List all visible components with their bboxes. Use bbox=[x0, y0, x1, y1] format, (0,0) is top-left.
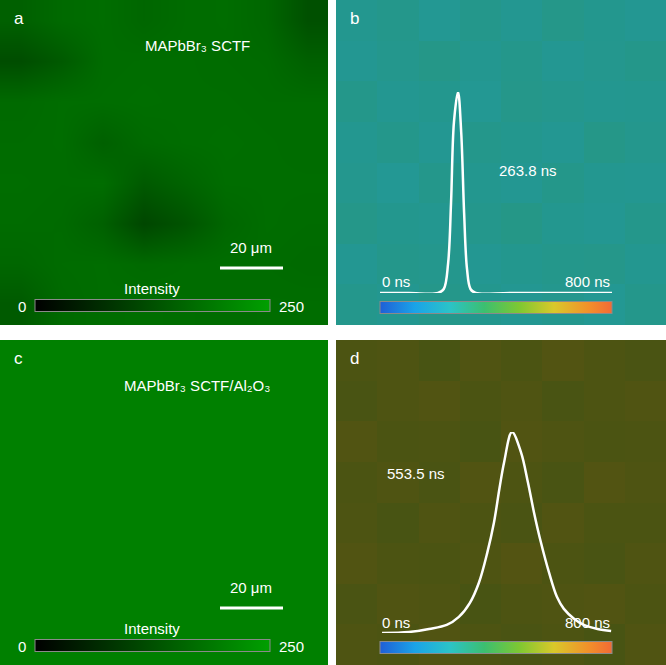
svg-text:800 ns: 800 ns bbox=[565, 273, 610, 290]
svg-text:MAPbBr₃ SCTF: MAPbBr₃ SCTF bbox=[145, 37, 250, 54]
svg-text:0 ns: 0 ns bbox=[382, 273, 410, 290]
svg-text:0 ns: 0 ns bbox=[382, 614, 410, 631]
svg-text:250: 250 bbox=[279, 638, 304, 655]
svg-text:20 μm: 20 μm bbox=[230, 579, 272, 596]
svg-text:263.8 ns: 263.8 ns bbox=[499, 162, 557, 179]
svg-text:Intensity: Intensity bbox=[124, 280, 180, 297]
svg-text:b: b bbox=[350, 9, 359, 28]
svg-text:a: a bbox=[14, 9, 24, 28]
svg-text:0: 0 bbox=[18, 298, 26, 315]
svg-text:d: d bbox=[350, 349, 359, 368]
svg-text:20 μm: 20 μm bbox=[230, 239, 272, 256]
svg-text:800 ns: 800 ns bbox=[565, 614, 610, 631]
svg-text:0: 0 bbox=[18, 638, 26, 655]
svg-text:553.5 ns: 553.5 ns bbox=[387, 465, 445, 482]
svg-text:250: 250 bbox=[279, 298, 304, 315]
svg-text:MAPbBr₃ SCTF/Al₂O₃: MAPbBr₃ SCTF/Al₂O₃ bbox=[124, 377, 270, 394]
svg-text:c: c bbox=[14, 349, 23, 368]
svg-text:Intensity: Intensity bbox=[124, 620, 180, 637]
